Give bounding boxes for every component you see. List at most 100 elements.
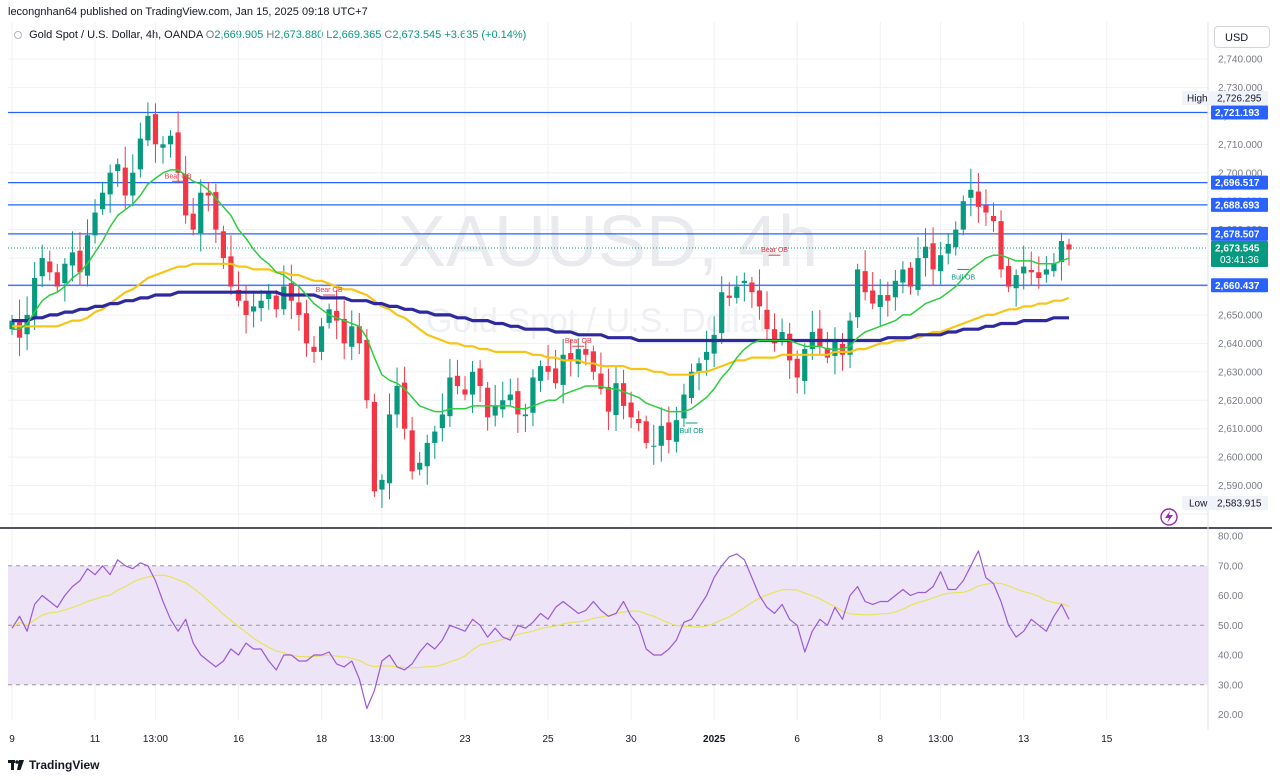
candle-body [439,414,445,429]
candle-body [900,269,906,283]
candle-body [938,255,944,272]
candle-body [998,221,1004,270]
rsi-tick-label: 20.00 [1218,710,1243,721]
candle-body [485,387,491,418]
candle-body [296,302,302,315]
candle-body [892,280,898,298]
price-tick-label: 2,590.000 [1218,481,1263,492]
lightning-icon-ring [1160,508,1178,526]
candle-body [84,235,91,276]
symbol-description: Gold Spot / U.S. Dollar, 4h, OANDA [29,29,203,41]
time-tick-label: 13:00 [369,734,394,745]
candle-body [885,295,891,301]
tradingview-logo: TradingView [8,758,99,772]
candle-body [54,272,60,287]
candle-body [696,363,702,372]
candle-body [1066,244,1072,250]
high-marker-value: 2,726.295 [1217,93,1262,104]
candle-body [990,215,997,222]
candle-body [379,479,385,490]
candle-body [613,383,619,416]
candle-body [364,339,370,401]
rsi-tick-label: 70.00 [1218,561,1243,572]
candle-body [734,286,740,298]
level-price-tag [1211,197,1268,212]
rsi-tick-label: 80.00 [1218,532,1243,543]
candle-body [673,420,679,442]
candle-body [522,414,528,417]
time-tick-label: 2025 [703,734,726,745]
time-tick-label: 15 [1101,734,1113,745]
candle-body [636,419,642,423]
candle-body [545,366,551,372]
candle-body [1058,241,1065,263]
candle-body [915,258,921,290]
candle-body [107,172,113,195]
candle-body [1021,266,1027,274]
last-price-tag [1211,240,1268,267]
candle-body [243,300,249,315]
candle-body [590,351,596,372]
candle-body [560,354,566,385]
currency-button[interactable]: USD [1214,26,1270,48]
candle-body [1028,270,1034,273]
candle-body [1043,269,1049,275]
level-price-text: 2,660.437 [1215,281,1260,292]
candle-body [469,371,476,395]
ohlc-close: C2,673.545 [384,29,442,41]
candle-body [530,377,536,413]
candle-body [341,318,347,344]
candle-body [643,421,649,443]
publish-line: lecongnhan64 published on TradingView.co… [8,6,368,18]
time-tick-label: 9 [9,734,15,745]
candle-body [130,172,136,196]
candle-body [681,394,687,419]
candle-body [832,340,838,356]
candle-body [318,326,325,352]
rsi-tick-label: 30.00 [1218,680,1243,691]
candle-body [537,366,544,381]
candle-body [945,243,951,254]
candle-body [1013,275,1019,289]
candle-body [515,391,521,415]
time-tick-label: 13:00 [143,734,168,745]
price-tick-label: 2,630.000 [1218,367,1263,378]
candle-body [756,290,763,307]
candle-body [741,280,747,284]
rsi-ma-line [11,574,1070,669]
ohlc-low: L2,669.365 [326,29,382,41]
candle-body [190,213,196,230]
ob-label: Bear OB [761,247,788,254]
candle-body [907,267,914,287]
candle-body [802,349,808,381]
candle-body [145,115,151,141]
high-marker-label: High [1187,93,1208,104]
candle-body [1051,263,1057,272]
candle-body [175,132,181,173]
candle-body [922,246,929,259]
candle-body [92,212,98,236]
high-marker-bg [1182,90,1268,105]
time-tick-label: 23 [459,734,471,745]
candle-body [402,382,408,429]
candle-body [356,326,362,344]
candle-body [605,387,612,412]
candle-body [771,329,778,344]
candle-body [492,405,498,416]
candles-group [9,102,1072,509]
candle-body [507,394,513,401]
candle-body [862,271,868,293]
ohlc-high: H2,673.880 [266,29,324,41]
status-dot-icon [14,31,22,40]
level-price-text: 2,688.693 [1215,200,1260,211]
candle-body [220,231,226,259]
candle-body [1006,266,1012,287]
time-tick-label: 30 [626,734,638,745]
candle-body [258,300,264,309]
candle-body [432,431,438,443]
lightning-icon [1160,508,1178,526]
candle-body [69,252,75,266]
candle-body [47,261,53,273]
time-tick-label: 16 [233,734,245,745]
